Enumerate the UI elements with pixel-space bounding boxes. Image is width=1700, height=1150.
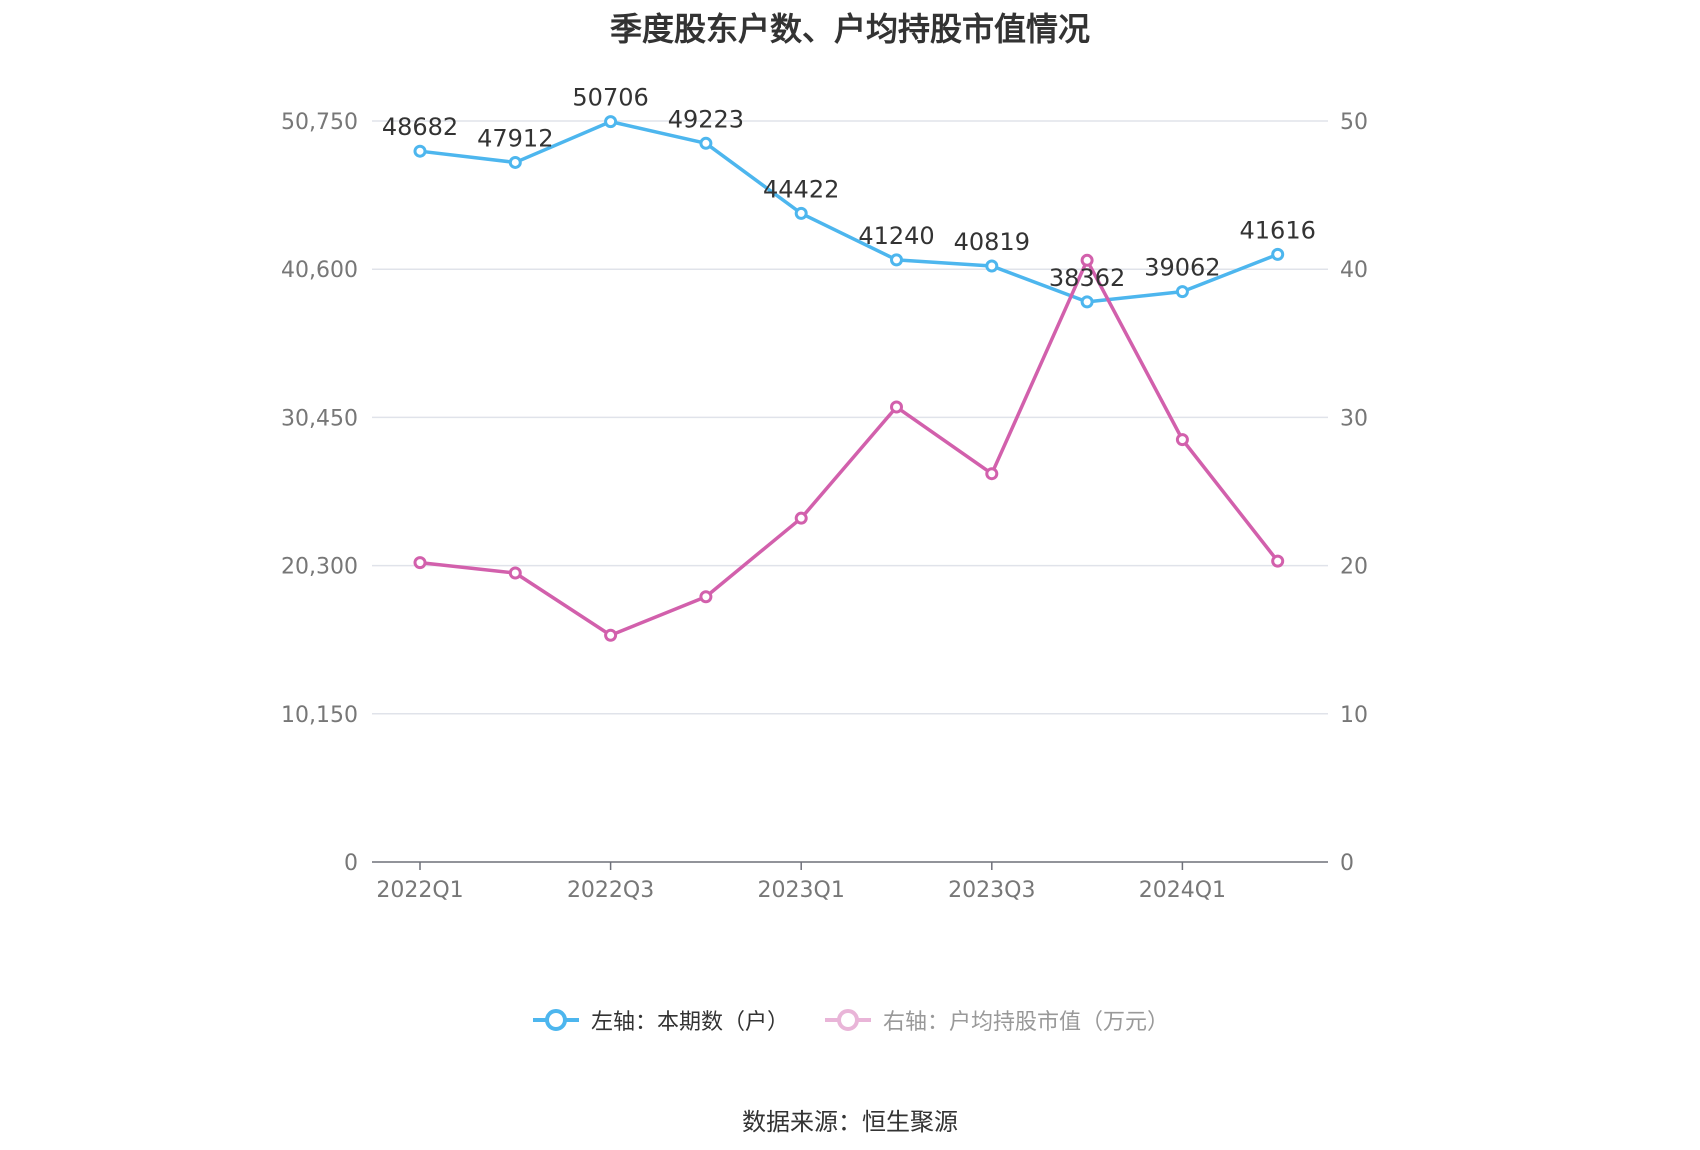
left-axis-tick-label: 50,750	[281, 110, 358, 135]
x-axis-tick-label: 2022Q3	[567, 878, 654, 903]
data-label: 50706	[572, 84, 648, 112]
data-point-right	[794, 511, 808, 525]
data-label: 40819	[954, 228, 1030, 256]
data-source: 数据来源：恒生聚源	[742, 1108, 958, 1136]
left-axis-tick-label: 30,450	[281, 406, 358, 431]
legend-item-left-axis[interactable]: 左轴：本期数（户）	[531, 1004, 789, 1036]
x-axis-tick-label: 2023Q1	[758, 878, 845, 903]
data-label: 41616	[1240, 216, 1316, 244]
data-label: 48682	[382, 113, 458, 141]
legend-marker-right-icon	[825, 1009, 871, 1031]
data-point-left	[1175, 285, 1189, 299]
data-point-right	[699, 590, 713, 604]
data-label: 41240	[858, 222, 934, 250]
right-axis-tick-label: 40	[1340, 258, 1368, 283]
data-point-left	[985, 259, 999, 273]
data-label: 44422	[763, 175, 839, 203]
right-axis-tick-label: 30	[1340, 406, 1368, 431]
x-axis-tick-label: 2023Q3	[948, 878, 1035, 903]
data-point-left	[794, 206, 808, 220]
data-label: 47912	[477, 124, 553, 152]
legend-marker-left-icon	[532, 1009, 579, 1031]
data-label: 38362	[1049, 264, 1125, 292]
data-label: 39062	[1144, 254, 1220, 282]
left-axis-tick-label: 20,300	[281, 555, 358, 580]
x-axis-tick-label: 2024Q1	[1139, 878, 1226, 903]
data-point-right	[1271, 554, 1285, 568]
data-point-left	[699, 136, 713, 150]
right-axis-tick-label: 0	[1340, 851, 1354, 876]
series-line-right	[419, 258, 1280, 638]
legend-label-right: 右轴：户均持股市值（万元）	[883, 1010, 1170, 1035]
data-point-right	[1080, 253, 1094, 267]
data-point-right	[508, 566, 522, 580]
right-axis-tick-label: 20	[1340, 555, 1368, 580]
data-point-left	[890, 253, 903, 267]
left-axis-tick-label: 40,600	[281, 258, 358, 283]
series-line-left	[419, 119, 1279, 304]
data-point-right	[985, 467, 999, 481]
left-axis-tick-label: 0	[344, 851, 358, 876]
legend: 左轴：本期数（户） 右轴：户均持股市值（万元）	[0, 1004, 1700, 1036]
legend-label-left: 左轴：本期数（户）	[590, 1010, 789, 1035]
data-point-left	[413, 144, 427, 158]
data-point-right	[1175, 433, 1189, 447]
left-axis-tick-label: 10,150	[281, 703, 358, 728]
data-point-left	[1271, 247, 1285, 261]
data-point-left	[508, 155, 522, 169]
right-axis-tick-label: 10	[1340, 703, 1368, 728]
data-point-left	[604, 115, 618, 129]
data-label: 49223	[668, 105, 744, 133]
data-point-right	[604, 628, 618, 642]
data-point-right	[890, 400, 903, 414]
legend-item-right-axis[interactable]: 右轴：户均持股市值（万元）	[823, 1004, 1169, 1036]
x-axis-tick-label: 2022Q1	[376, 878, 463, 903]
chart-title: 季度股东户数、户均持股市值情况	[609, 10, 1090, 48]
data-point-left	[1080, 295, 1094, 309]
data-point-right	[413, 556, 427, 570]
right-axis-tick-label: 50	[1340, 110, 1368, 135]
